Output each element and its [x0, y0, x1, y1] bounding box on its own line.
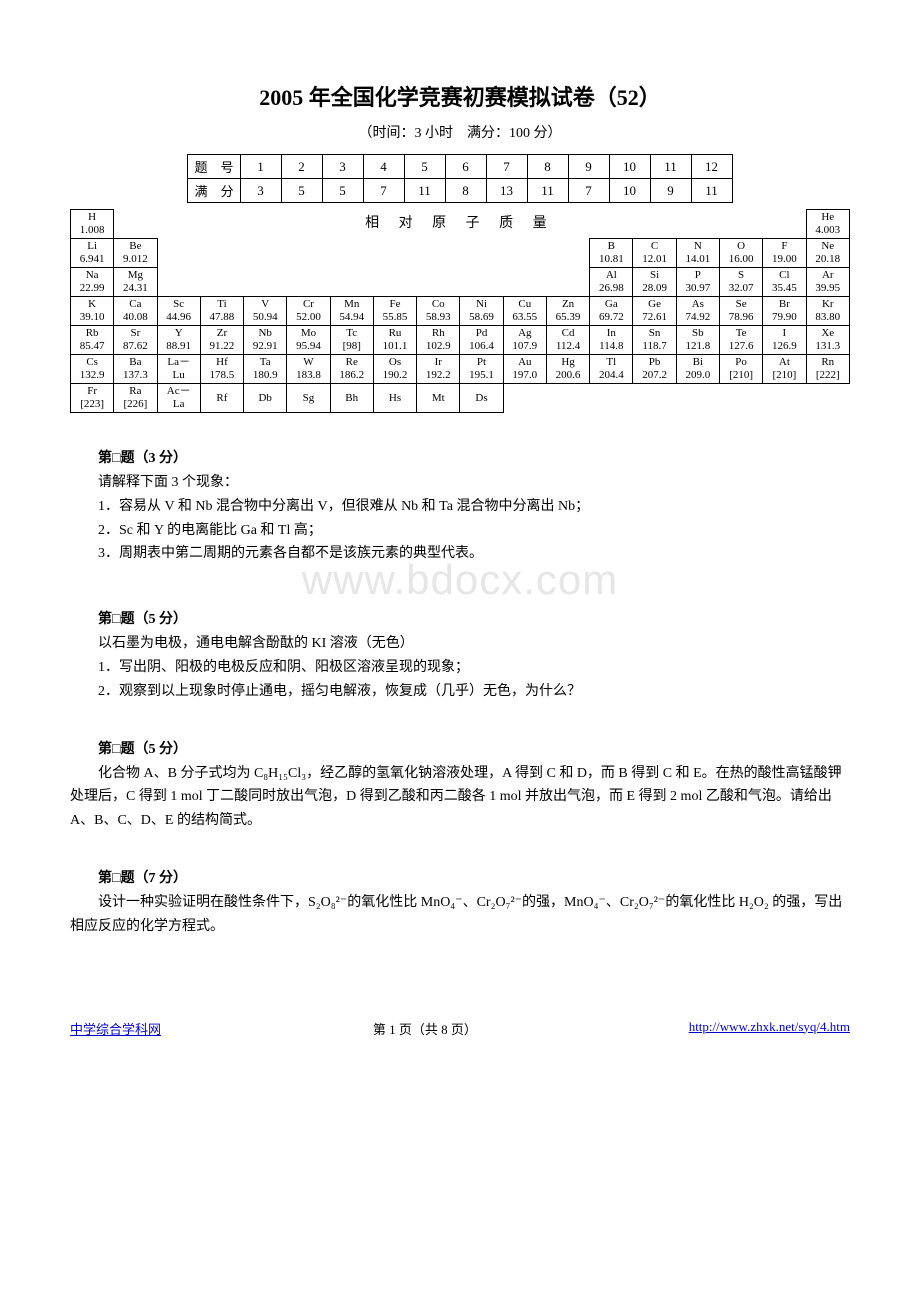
question-header: 第□题（5 分）	[70, 608, 850, 628]
subtitle: （时间：3 小时 满分：100 分）	[70, 122, 850, 142]
page-footer: 中学综合学科网 第 1 页（共 8 页） http://www.zhxk.net…	[70, 1019, 850, 1038]
element-cell: He4.003	[806, 210, 849, 239]
question-1: 第□题（3 分） 请解释下面 3 个现象： 1．容易从 V 和 Nb 混合物中分…	[70, 447, 850, 566]
element-cell: H1.008	[71, 210, 114, 239]
question-4: 第□题（7 分） 设计一种实验证明在酸性条件下，S₂O₈²⁻的氧化性比 MnO₄…	[70, 867, 850, 939]
table-row: 满 分 3 5 5 7 11 8 13 11 7 10 9 11	[188, 179, 732, 203]
question-body: 设计一种实验证明在酸性条件下，S₂O₈²⁻的氧化性比 MnO₄⁻、Cr₂O₇²⁻…	[70, 891, 850, 939]
footer-right-link[interactable]: http://www.zhxk.net/syq/4.htm	[689, 1019, 850, 1038]
question-intro: 请解释下面 3 个现象：	[70, 471, 850, 495]
question-3: 第□题（5 分） 化合物 A、B 分子式均为 C₈H₁₅Cl₃，经乙醇的氢氧化钠…	[70, 738, 850, 833]
question-item: 2．Sc 和 Y 的电离能比 Ga 和 Tl 高；	[70, 519, 850, 543]
question-item: 2．观察到以上现象时停止通电，摇匀电解液，恢复成（几乎）无色，为什么？	[70, 680, 850, 704]
question-item: 1．容易从 V 和 Nb 混合物中分离出 V，但很难从 Nb 和 Ta 混合物中…	[70, 495, 850, 519]
question-intro: 以石墨为电极，通电电解含酚酞的 KI 溶液（无色）	[70, 632, 850, 656]
score-table: 题 号 1 2 3 4 5 6 7 8 9 10 11 12 满 分 3 5 5…	[187, 154, 732, 203]
periodic-caption: 相 对 原 子 质 量	[114, 210, 806, 239]
question-2: 第□题（5 分） 以石墨为电极，通电电解含酚酞的 KI 溶液（无色） 1．写出阴…	[70, 608, 850, 703]
row-label: 满 分	[188, 179, 240, 203]
question-body: 化合物 A、B 分子式均为 C₈H₁₅Cl₃，经乙醇的氢氧化钠溶液处理，A 得到…	[70, 762, 850, 833]
row-label: 题 号	[188, 155, 240, 179]
question-header: 第□题（5 分）	[70, 738, 850, 758]
question-header: 第□题（7 分）	[70, 867, 850, 887]
periodic-table: H1.008 相 对 原 子 质 量 He4.003 Li6.941 Be9.0…	[70, 209, 850, 413]
page-title: 2005 年全国化学竞赛初赛模拟试卷（52）	[70, 80, 850, 112]
table-row: 题 号 1 2 3 4 5 6 7 8 9 10 11 12	[188, 155, 732, 179]
footer-page-number: 第 1 页（共 8 页）	[373, 1019, 477, 1038]
question-item: 1．写出阴、阳极的电极反应和阴、阳极区溶液呈现的现象；	[70, 656, 850, 680]
question-header: 第□题（3 分）	[70, 447, 850, 467]
footer-left-link[interactable]: 中学综合学科网	[70, 1019, 161, 1038]
